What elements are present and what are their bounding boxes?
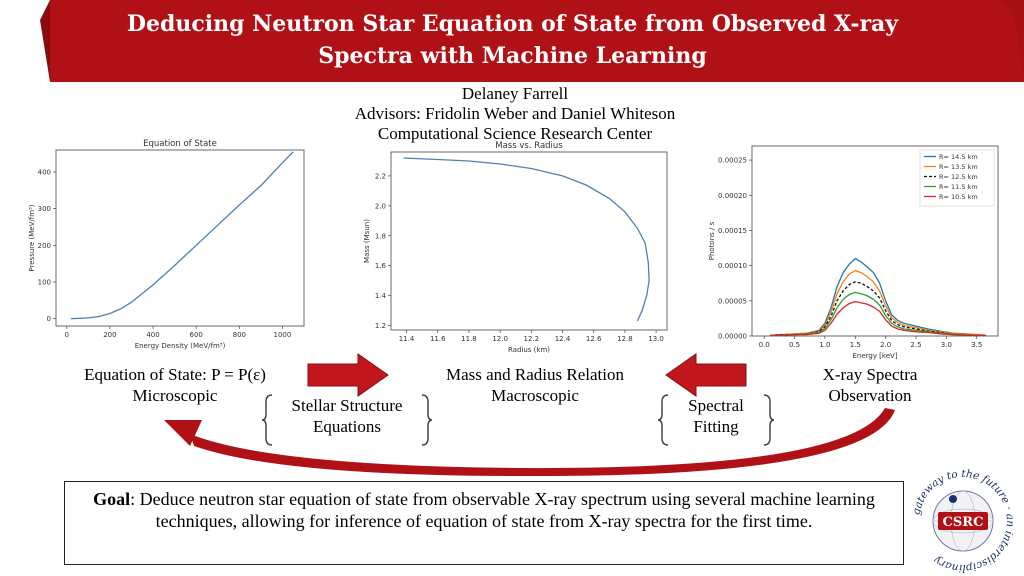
x-tick-label: 12.6 (586, 335, 602, 343)
title-line-2: Spectra with Machine Learning (318, 43, 707, 69)
page-title: Deducing Neutron Star Equation of State … (60, 8, 965, 72)
y-tick-label: 0.00005 (718, 297, 747, 305)
series-line (770, 291, 986, 336)
brace-stellar (262, 394, 432, 446)
stellar-structure-label: Stellar Structure Equations (291, 396, 403, 436)
author-name: Delaney Farrell (461, 84, 569, 103)
series-line (770, 300, 986, 336)
x-tick-label: 0.0 (759, 341, 770, 349)
mass-radius-label: Mass and Radius Relation Macroscopic (400, 364, 670, 406)
x-tick-label: 400 (146, 331, 159, 339)
y-axis-label: Pressure (MeV/fm³) (28, 204, 36, 271)
x-tick-label: 11.6 (430, 335, 446, 343)
x-tick-label: 1.0 (819, 341, 830, 349)
x-tick-label: 1.5 (850, 341, 861, 349)
chart-title: Mass vs. Radius (495, 141, 563, 151)
left-arrow-icon (665, 353, 747, 397)
right-arrow-icon (307, 353, 389, 397)
y-tick-label: 0.00000 (718, 333, 747, 341)
y-tick-label: 2.2 (375, 172, 386, 180)
xray-label-line1: X-ray Spectra (822, 365, 918, 384)
mass-radius-chart: Mass vs. Radius 11.4 11.6 11.8 12.0 12.2 12.4 1… (355, 140, 673, 358)
xray-spectra-chart-svg: 0.0 0.5 1.0 1.5 2.0 2.5 3.0 3.5 0.00000 0.00005 0.… (708, 145, 999, 360)
eos-label: Equation of State: P = P(ε) Microscopic (40, 364, 310, 406)
spectral-fitting-label: Spectral Fitting (688, 396, 744, 436)
series-line (770, 281, 986, 336)
plot-frame (55, 149, 305, 327)
y-tick-label: 100 (38, 279, 51, 287)
x-tick-label: 2.5 (910, 341, 921, 349)
svg-text:CSRC: CSRC (943, 515, 984, 530)
author-block: Delaney Farrell Advisors: Fridolin Weber… (300, 84, 730, 144)
y-tick-label: 300 (38, 205, 51, 213)
goal-box: Goal: Deduce neutron star equation of st… (64, 481, 904, 565)
y-tick-label: 0.00010 (718, 262, 747, 270)
y-tick-label: 400 (38, 169, 51, 177)
x-tick-label: 0.5 (789, 341, 800, 349)
brace-spectral (658, 394, 774, 446)
legend-label: R= 10.5 km (939, 193, 978, 201)
return-arrow-icon (164, 408, 895, 477)
x-tick-label: 1000 (274, 331, 292, 339)
series-line (403, 157, 650, 322)
legend-label: R= 14.5 km (939, 153, 978, 161)
eos-label-line1: Equation of State: P = P(ε) (84, 365, 266, 384)
y-tick-label: 0 (47, 315, 51, 323)
x-tick-label: 800 (233, 331, 246, 339)
x-tick-label: 3.0 (941, 341, 952, 349)
x-tick-label: 12.2 (524, 335, 540, 343)
x-tick-label: 13.0 (648, 335, 664, 343)
plot-frame (390, 151, 668, 331)
x-tick-label: 11.8 (461, 335, 477, 343)
y-tick-label: 1.6 (375, 262, 387, 270)
mass-radius-chart-svg: Mass vs. Radius 11.4 11.6 11.8 12.0 12.2 12.4 1… (363, 141, 668, 354)
eos-chart: Equation of State 0 200 400 600 800 1000 0 100 20… (8, 138, 308, 353)
eos-chart-svg: Equation of State 0 200 400 600 800 1000 0 100 20… (28, 139, 305, 350)
csrc-logo: gateway to the future · an interdiscipli… (910, 468, 1016, 574)
title-banner (40, 0, 1024, 82)
x-tick-label: 3.5 (971, 341, 982, 349)
y-tick-label: 1.4 (375, 292, 387, 300)
advisors: Advisors: Fridolin Weber and Daniel Whit… (354, 104, 676, 123)
eos-label-line2: Microscopic (132, 386, 218, 405)
x-axis-label: Radius (km) (508, 346, 550, 354)
y-tick-label: 0.00015 (718, 227, 747, 235)
x-axis-label: Energy Density (MeV/fm³) (135, 342, 226, 350)
xray-spectra-chart: 0.0 0.5 1.0 1.5 2.0 2.5 3.0 3.5 0.00000 0.00005 0.… (700, 140, 1005, 360)
y-axis-label: Mass (Msun) (363, 219, 371, 263)
x-tick-label: 12.4 (555, 335, 571, 343)
research-center: Computational Science Research Center (377, 124, 653, 143)
x-tick-label: 12.0 (492, 335, 508, 343)
goal-label: Goal (93, 489, 131, 509)
y-tick-label: 0.00020 (718, 192, 747, 200)
y-axis-label: Photons / s (708, 221, 716, 260)
x-axis-label: Energy [keV] (852, 352, 897, 360)
xray-label: X-ray Spectra Observation (780, 364, 960, 406)
chart-title: Equation of State (143, 139, 217, 149)
x-tick-label: 200 (103, 331, 116, 339)
title-line-1: Deducing Neutron Star Equation of State … (126, 11, 899, 37)
y-tick-label: 2.0 (375, 202, 386, 210)
mass-radius-label-line2: Macroscopic (491, 386, 579, 405)
x-tick-label: 12.8 (617, 335, 633, 343)
y-tick-label: 1.8 (375, 232, 386, 240)
legend-label: R= 12.5 km (939, 173, 978, 181)
x-tick-label: 2.0 (880, 341, 891, 349)
y-tick-label: 200 (38, 242, 51, 250)
xray-label-line2: Observation (828, 386, 912, 405)
legend-label: R= 11.5 km (939, 183, 978, 191)
series-line (770, 257, 986, 336)
x-tick-label: 0 (65, 331, 69, 339)
mass-radius-label-line1: Mass and Radius Relation (445, 365, 624, 384)
x-tick-label: 600 (189, 331, 202, 339)
x-tick-label: 11.4 (399, 335, 415, 343)
legend-label: R= 13.5 km (939, 163, 978, 171)
y-tick-label: 1.2 (375, 322, 386, 330)
goal-text: : Deduce neutron star equation of state … (130, 489, 875, 531)
series-line (71, 151, 294, 320)
y-tick-label: 0.00025 (718, 157, 747, 165)
